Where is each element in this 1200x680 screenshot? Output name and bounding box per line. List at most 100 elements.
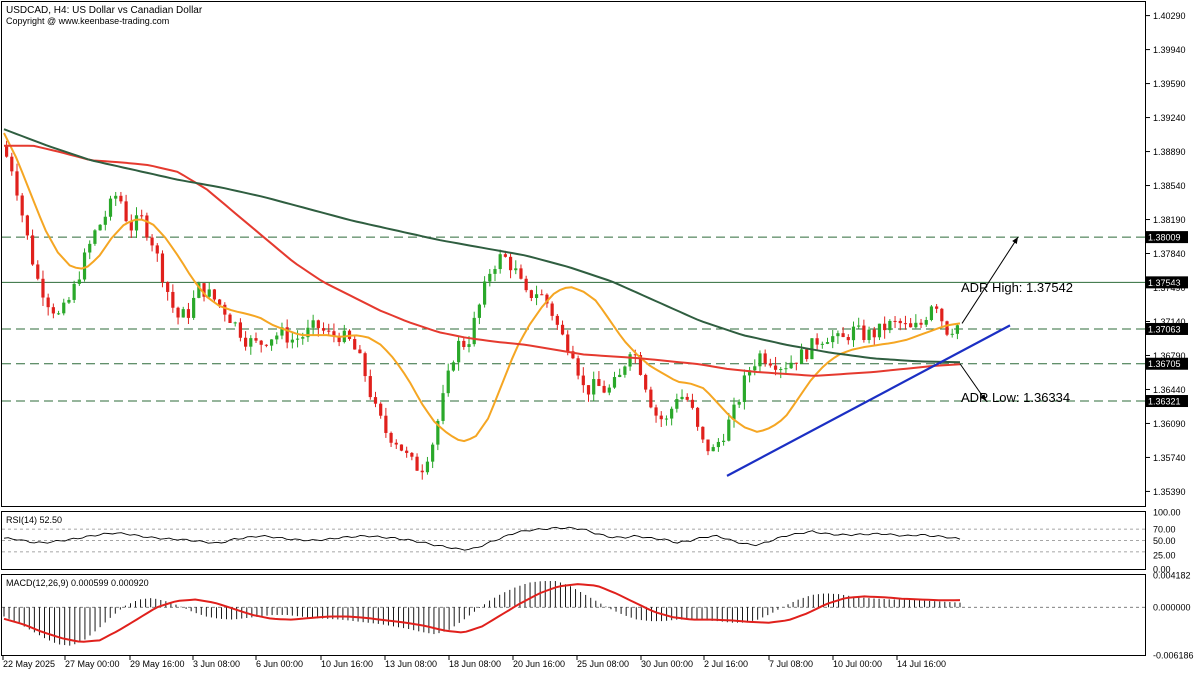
candlestick-series <box>4 140 960 480</box>
candle-bear <box>909 323 913 328</box>
macd-indicator: 0.004182 0.000000 -0.006186 <box>2 570 1194 660</box>
candle-bear <box>566 334 570 352</box>
candle-bull <box>269 339 274 346</box>
macd-tick-label: 0.000000 <box>1153 603 1191 613</box>
adr-high-arrow <box>961 236 1019 324</box>
candle-bear <box>119 195 123 202</box>
candle-bull <box>607 387 611 393</box>
price-tag <box>1146 322 1188 335</box>
macd-title: MACD(12,26,9) 0.000599 0.000920 <box>6 578 149 588</box>
time-tick-label: 10 Jun 16:00 <box>321 659 373 669</box>
candle-bear <box>4 145 9 157</box>
adr-high-label: ADR High: 1.37542 <box>961 280 1073 295</box>
price-tag-label: 1.36321 <box>1148 397 1181 407</box>
time-tick-label: 22 May 2025 <box>3 659 55 669</box>
candle-bear <box>171 291 175 308</box>
candle-bear <box>285 327 289 343</box>
price-tag <box>1146 231 1188 244</box>
candle-bull <box>820 343 824 345</box>
rsi-tick-label: 100.00 <box>1153 508 1181 518</box>
candle-bear <box>508 256 513 271</box>
candle-bear <box>124 201 128 222</box>
candle-bear <box>685 396 689 400</box>
adr-low-arrow-head <box>980 394 986 402</box>
candle-bull <box>721 440 726 442</box>
candle-bear <box>223 304 227 315</box>
candle-bull <box>249 338 253 347</box>
candle-bull <box>280 327 284 336</box>
candle-bear <box>243 337 248 347</box>
candle-bull <box>134 215 139 231</box>
rsi-line <box>3 526 961 551</box>
candle-bear <box>145 215 149 238</box>
time-tick-label: 10 Jul 00:00 <box>833 659 882 669</box>
price-tick-label: 1.35740 <box>1153 453 1186 463</box>
candle-bull <box>77 279 81 284</box>
candle-bull <box>857 325 861 327</box>
candle-bear <box>763 353 767 364</box>
candle-bear <box>940 308 944 322</box>
candle-bear <box>794 362 798 364</box>
candle-bull <box>472 317 476 345</box>
candle-bear <box>384 415 388 433</box>
candle-bull <box>482 281 487 305</box>
candle-bear <box>571 351 575 359</box>
price-tick-label: 1.37490 <box>1153 283 1186 293</box>
candle-bear <box>638 355 643 375</box>
candle-bull <box>742 375 746 402</box>
candle-bull <box>431 444 435 462</box>
candle-bear <box>893 320 897 322</box>
candle-bull <box>498 254 502 270</box>
candle-bull <box>488 273 492 282</box>
macd-panel-frame <box>1 574 1146 656</box>
candle-bear <box>935 306 939 309</box>
candle-bear <box>644 374 648 390</box>
candle-bull <box>592 379 596 395</box>
trendline-group <box>726 324 1011 477</box>
candle-bear <box>254 338 258 341</box>
candle-bull <box>114 195 118 199</box>
candle-bear <box>186 309 191 318</box>
price-tag-label: 1.36705 <box>1148 359 1181 369</box>
trendline <box>726 324 1011 477</box>
candle-bull <box>477 304 482 318</box>
price-tick-label: 1.37840 <box>1153 249 1186 259</box>
candle-bear <box>36 264 40 279</box>
macd-tick-label: -0.006186 <box>1153 650 1194 660</box>
candle-bull <box>436 420 440 445</box>
candle-bear <box>30 235 35 265</box>
candle-bear <box>659 415 663 420</box>
candle-bear <box>259 340 263 345</box>
candle-bear <box>46 297 50 308</box>
candle-bear <box>379 403 383 416</box>
price-tick-label: 1.40290 <box>1153 11 1186 21</box>
candle-bear <box>176 307 180 318</box>
candle-bear <box>405 450 409 453</box>
macd-tick-label: 0.004182 <box>1153 570 1191 580</box>
candle-bull <box>825 342 830 344</box>
rsi-tick-label: 0.00 <box>1153 565 1171 575</box>
candle-bull <box>950 333 954 335</box>
time-tick-label: 20 Jun 16:00 <box>513 659 565 669</box>
candle-bull <box>514 268 518 271</box>
candle-bull <box>711 447 715 452</box>
candle-bear <box>415 456 419 471</box>
rsi-panel-frame <box>1 511 1146 570</box>
candle-bull <box>181 309 185 318</box>
price-tag-label: 1.37543 <box>1148 278 1181 288</box>
candle-bull <box>67 299 71 303</box>
candle-bear <box>805 349 809 360</box>
candle-bull <box>311 320 315 328</box>
candle-bear <box>337 335 341 343</box>
time-tick-label: 30 Jun 00:00 <box>641 659 693 669</box>
candle-bear <box>155 245 159 254</box>
price-tag-label: 1.37063 <box>1148 324 1181 334</box>
candle-bear <box>218 299 222 305</box>
rsi-title: RSI(14) 52.50 <box>6 515 62 525</box>
candle-bear <box>238 322 243 338</box>
price-tick-label: 1.38890 <box>1153 147 1186 157</box>
chart-title: USDCAD, H4: US Dollar vs Canadian Dollar <box>6 5 203 16</box>
time-tick-label: 29 May 16:00 <box>130 659 185 669</box>
